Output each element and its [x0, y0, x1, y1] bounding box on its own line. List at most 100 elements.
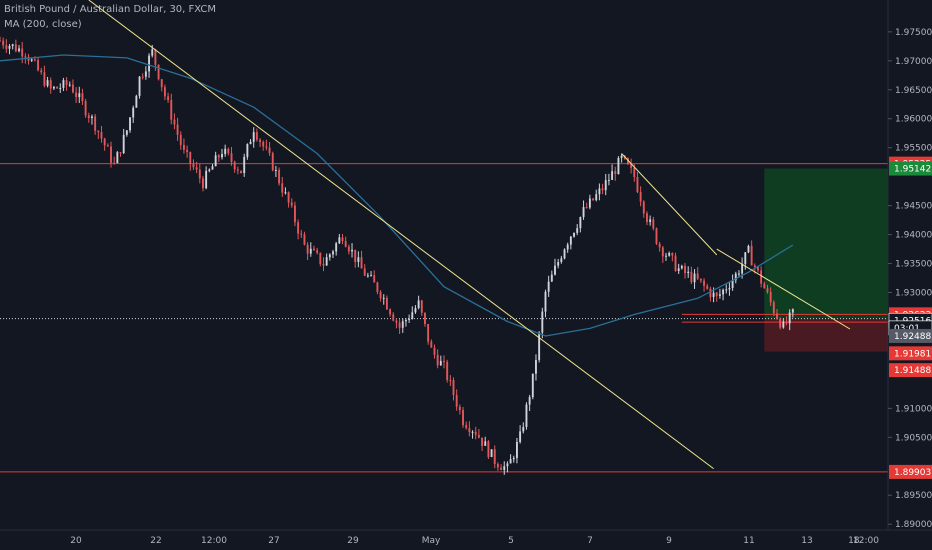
- candle-body-79: [249, 141, 252, 145]
- candle-body-195: [617, 157, 620, 175]
- candle-body-38: [119, 152, 122, 154]
- candle-body-119: [376, 282, 379, 292]
- candle-body-222: [703, 280, 706, 286]
- candle-body-116: [366, 275, 369, 277]
- candle-body-139: [439, 360, 442, 366]
- price-badge-label-8: 1.89903: [894, 468, 931, 478]
- candle-body-57: [179, 134, 182, 145]
- candle-body-179: [566, 244, 569, 250]
- candle-body-55: [173, 119, 176, 125]
- candle-body-218: [690, 271, 693, 283]
- candle-body-137: [433, 347, 436, 355]
- candle-body-142: [449, 379, 452, 381]
- candle-body-51: [160, 79, 163, 88]
- candle-body-82: [259, 139, 262, 142]
- y-tick-label-8: 1.93000: [895, 289, 932, 299]
- candle-body-161: [509, 459, 512, 464]
- y-tick-label-3: 1.96000: [895, 115, 932, 125]
- candle-body-18: [56, 86, 59, 89]
- x-tick-label-9: 11: [743, 536, 754, 546]
- horizontal-levels: [0, 163, 888, 473]
- candle-body-153: [484, 441, 487, 446]
- candle-body-143: [452, 380, 455, 395]
- candle-body-128: [404, 319, 407, 322]
- y-tick-label-0: 1.97500: [895, 28, 932, 38]
- candle-body-145: [458, 406, 461, 411]
- candle-body-194: [614, 171, 617, 175]
- candle-body-100: [316, 250, 319, 253]
- candle-body-84: [265, 146, 268, 148]
- candle-body-246: [779, 318, 782, 328]
- candle-body-189: [598, 188, 601, 195]
- candle-body-210: [665, 255, 667, 257]
- candle-body-177: [560, 258, 563, 263]
- candle-body-190: [601, 188, 604, 191]
- candle-body-182: [576, 228, 579, 233]
- candle-body-172: [544, 291, 547, 312]
- candle-body-167: [528, 397, 531, 405]
- candle-body-88: [278, 169, 281, 184]
- candle-body-109: [344, 240, 347, 247]
- candle-body-213: [674, 255, 677, 271]
- candle-body-4: [11, 44, 14, 47]
- candle-body-241: [763, 283, 766, 289]
- candle-body-204: [646, 213, 648, 223]
- candle-body-228: [722, 289, 725, 295]
- candle-body-54: [170, 100, 173, 120]
- candle-body-34: [106, 145, 109, 147]
- candle-body-69: [217, 155, 220, 158]
- candle-body-80: [252, 132, 255, 142]
- candle-body-166: [525, 404, 528, 427]
- position-zones: [764, 168, 888, 352]
- candle-body-31: [97, 130, 100, 133]
- candle-body-72: [227, 148, 230, 154]
- y-tick-label-7: 1.93500: [895, 260, 932, 270]
- candle-body-249: [788, 312, 791, 324]
- candle-body-160: [506, 463, 509, 467]
- candle-body-49: [154, 49, 157, 65]
- candle-body-131: [414, 308, 417, 313]
- candle-body-19: [59, 88, 62, 90]
- candle-body-63: [198, 169, 201, 179]
- candle-body-236: [747, 245, 750, 253]
- candle-body-237: [750, 245, 753, 266]
- indicator-label: MA (200, close): [4, 19, 82, 30]
- candle-body-223: [706, 285, 709, 289]
- price-badges: 1.952251.951421.926231.9251603:011.92488…: [888, 156, 932, 479]
- candle-body-59: [186, 149, 189, 153]
- candle-body-93: [293, 205, 296, 223]
- candle-body-133: [420, 300, 423, 313]
- price-badge-label-4: 03:01: [894, 324, 920, 334]
- x-tick-label-3: 27: [268, 536, 279, 546]
- candle-body-226: [715, 292, 718, 296]
- candle-body-157: [496, 463, 499, 468]
- candle-body-6: [18, 48, 20, 52]
- candle-body-206: [652, 219, 655, 229]
- candle-body-220: [696, 273, 699, 279]
- candle-body-113: [357, 257, 360, 263]
- candle-body-91: [287, 192, 290, 203]
- candle-body-86: [271, 153, 274, 171]
- candle-body-169: [535, 360, 537, 374]
- y-tick-label-6: 1.94000: [895, 231, 932, 241]
- candle-body-193: [611, 171, 614, 180]
- x-tick-label-11: 12:00: [853, 536, 879, 546]
- candle-body-235: [744, 252, 747, 264]
- candle-body-239: [757, 266, 759, 271]
- candle-body-94: [297, 222, 300, 234]
- candle-body-66: [208, 169, 211, 171]
- candle-body-27: [84, 101, 87, 116]
- candle-body-48: [151, 49, 154, 56]
- candle-body-134: [424, 312, 426, 324]
- candle-body-215: [680, 265, 683, 269]
- x-tick-label-10: 13: [801, 536, 812, 546]
- candle-body-229: [725, 289, 728, 291]
- candle-body-43: [135, 95, 138, 108]
- chart-title: British Pound / Australian Dollar, 30, F…: [4, 4, 217, 15]
- candle-body-98: [309, 248, 312, 254]
- price-badge-5: [889, 328, 932, 343]
- candle-body-21: [65, 80, 68, 86]
- candle-body-81: [255, 132, 258, 140]
